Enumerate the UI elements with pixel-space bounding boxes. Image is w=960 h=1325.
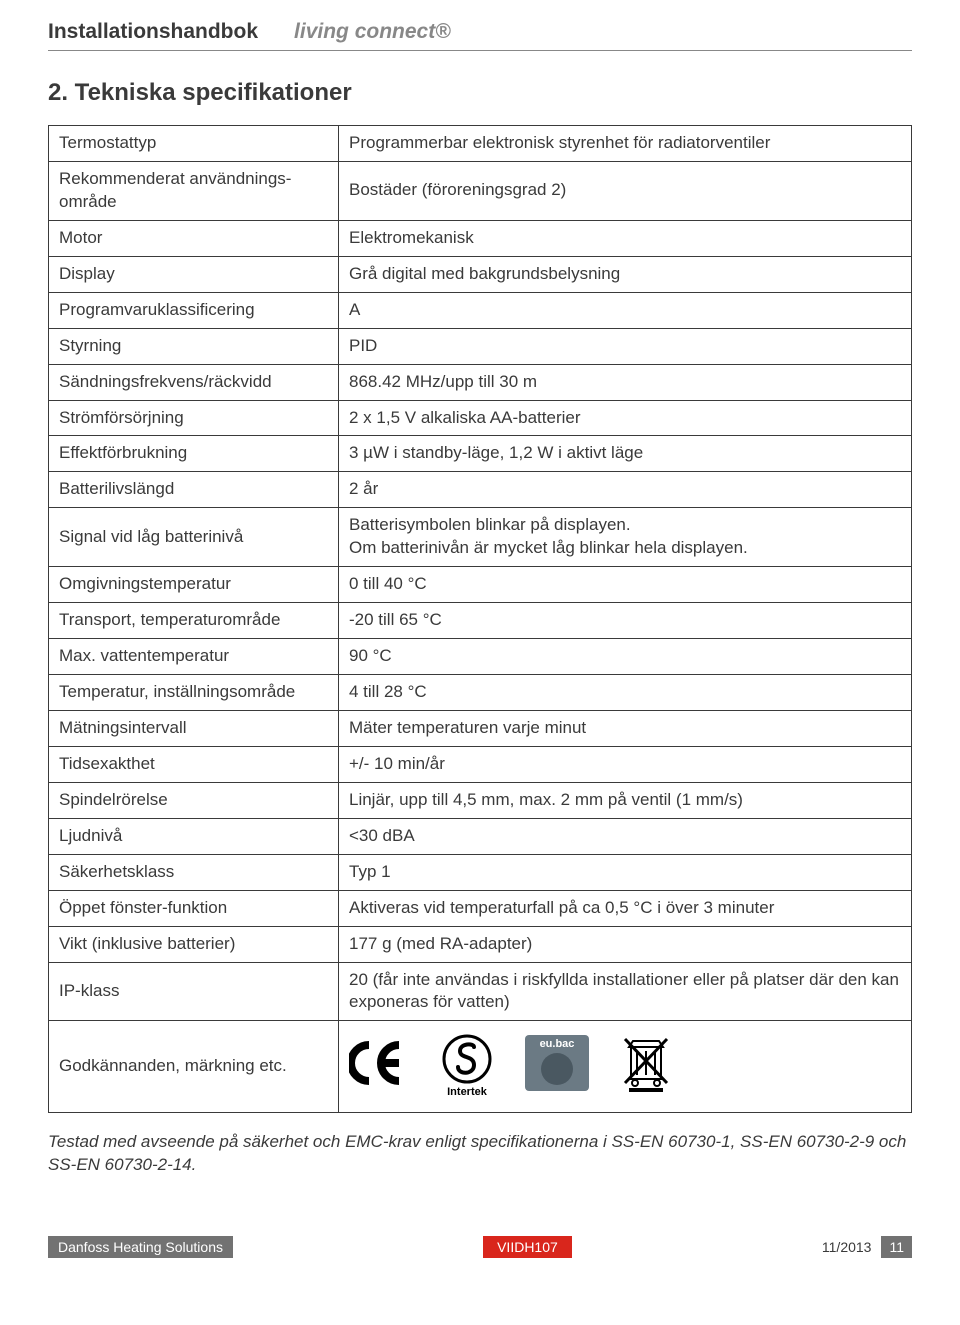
spec-label: Öppet fönster-funktion (49, 890, 339, 926)
eubac-text: eu.bac (540, 1038, 575, 1050)
table-row: Transport, temperaturområde-20 till 65 °… (49, 603, 912, 639)
table-row: Ljudnivå<30 dBA (49, 818, 912, 854)
spec-label: Spindelrörelse (49, 782, 339, 818)
intertek-label: Intertek (447, 1085, 487, 1100)
intertek-mark-icon: Intertek (441, 1033, 493, 1100)
table-row: SpindelrörelseLinjär, upp till 4,5 mm, m… (49, 782, 912, 818)
table-row: StyrningPID (49, 328, 912, 364)
spec-value: 90 °C (339, 639, 912, 675)
spec-value: <30 dBA (339, 818, 912, 854)
eubac-mark-icon: eu.bac (523, 1033, 591, 1100)
footer-mid: VIIDH107 (483, 1236, 572, 1258)
page-footer: Danfoss Heating Solutions VIIDH107 11/20… (48, 1233, 912, 1261)
table-row-approvals: Godkännanden, märkning etc. (49, 1021, 912, 1113)
footer-left: Danfoss Heating Solutions (48, 1236, 233, 1258)
spec-value: Linjär, upp till 4,5 mm, max. 2 mm på ve… (339, 782, 912, 818)
spec-value: 2 år (339, 472, 912, 508)
spec-value: 3 µW i standby-läge, 1,2 W i aktivt läge (339, 436, 912, 472)
spec-value: 2 x 1,5 V alkaliska AA-batterier (339, 400, 912, 436)
spec-value: 4 till 28 °C (339, 675, 912, 711)
spec-label: Ljudnivå (49, 818, 339, 854)
spec-label: Termostattyp (49, 126, 339, 162)
spec-label: Styrning (49, 328, 339, 364)
table-row: Batterilivslängd2 år (49, 472, 912, 508)
spec-value: +/- 10 min/år (339, 746, 912, 782)
table-row: MätningsintervallMäter temperaturen varj… (49, 710, 912, 746)
spec-value: Batterisymbolen blinkar på displayen.Om … (339, 508, 912, 567)
table-row: Öppet fönster-funktionAktiveras vid temp… (49, 890, 912, 926)
spec-label: IP-klass (49, 962, 339, 1021)
spec-label: Programvaruklassificering (49, 292, 339, 328)
spec-label: Säkerhetsklass (49, 854, 339, 890)
spec-table: TermostattypProgrammerbar elektronisk st… (48, 125, 912, 1113)
footer-note: Testad med avseende på säkerhet och EMC-… (48, 1131, 912, 1177)
footer-page: 11 (881, 1236, 912, 1258)
spec-label: Strömförsörjning (49, 400, 339, 436)
spec-label: Mätningsintervall (49, 710, 339, 746)
spec-value: Bostäder (föroreningsgrad 2) (339, 161, 912, 220)
weee-bin-icon (621, 1033, 671, 1100)
table-row: Signal vid låg batterinivåBatterisymbole… (49, 508, 912, 567)
table-row: Strömförsörjning2 x 1,5 V alkaliska AA-b… (49, 400, 912, 436)
spec-value: Grå digital med bakgrundsbelysning (339, 256, 912, 292)
spec-label: Signal vid låg batterinivå (49, 508, 339, 567)
footer-date: 11/2013 (822, 1239, 872, 1255)
spec-value: Mäter temperaturen varje minut (339, 710, 912, 746)
spec-value: Typ 1 (339, 854, 912, 890)
table-row: ProgramvaruklassificeringA (49, 292, 912, 328)
spec-value: 20 (får inte användas i riskfyllda insta… (339, 962, 912, 1021)
table-row: Vikt (inklusive batterier)177 g (med RA-… (49, 926, 912, 962)
table-row: Sändningsfrekvens/räckvidd868.42 MHz/upp… (49, 364, 912, 400)
spec-label: Max. vattentemperatur (49, 639, 339, 675)
table-row: Temperatur, inställningsområde4 till 28 … (49, 675, 912, 711)
spec-label: Rekommenderat användnings-område (49, 161, 339, 220)
table-row: Rekommenderat användnings-områdeBostäder… (49, 161, 912, 220)
spec-value: -20 till 65 °C (339, 603, 912, 639)
spec-label: Temperatur, inställningsområde (49, 675, 339, 711)
spec-value: 0 till 40 °C (339, 567, 912, 603)
section-title: 2. Tekniska specifikationer (48, 79, 912, 107)
spec-value: Aktiveras vid temperaturfall på ca 0,5 °… (339, 890, 912, 926)
spec-label: Batterilivslängd (49, 472, 339, 508)
spec-label: Effektförbrukning (49, 436, 339, 472)
spec-value: PID (339, 328, 912, 364)
spec-value: A (339, 292, 912, 328)
table-row: Effektförbrukning3 µW i standby-läge, 1,… (49, 436, 912, 472)
table-row: IP-klass20 (får inte användas i riskfyll… (49, 962, 912, 1021)
spec-label: Tidsexakthet (49, 746, 339, 782)
table-row: MotorElektromekanisk (49, 220, 912, 256)
spec-label: Omgivningstemperatur (49, 567, 339, 603)
approvals-icons: Intertek eu.bac (339, 1021, 912, 1113)
approvals-label: Godkännanden, märkning etc. (49, 1021, 339, 1113)
header-title-right: living connect® (294, 20, 451, 44)
table-row: Tidsexakthet+/- 10 min/år (49, 746, 912, 782)
ce-mark-icon (349, 1041, 411, 1092)
table-row: Max. vattentemperatur90 °C (49, 639, 912, 675)
spec-label: Vikt (inklusive batterier) (49, 926, 339, 962)
spec-value: 868.42 MHz/upp till 30 m (339, 364, 912, 400)
table-row: Omgivningstemperatur0 till 40 °C (49, 567, 912, 603)
spec-value: 177 g (med RA-adapter) (339, 926, 912, 962)
table-row: TermostattypProgrammerbar elektronisk st… (49, 126, 912, 162)
spec-label: Display (49, 256, 339, 292)
table-row: SäkerhetsklassTyp 1 (49, 854, 912, 890)
page-header: Installationshandbok living connect® (48, 20, 912, 51)
spec-value: Elektromekanisk (339, 220, 912, 256)
spec-label: Motor (49, 220, 339, 256)
spec-value: Programmerbar elektronisk styrenhet för … (339, 126, 912, 162)
spec-label: Transport, temperaturområde (49, 603, 339, 639)
header-title-left: Installationshandbok (48, 20, 258, 44)
table-row: DisplayGrå digital med bakgrundsbelysnin… (49, 256, 912, 292)
spec-label: Sändningsfrekvens/räckvidd (49, 364, 339, 400)
